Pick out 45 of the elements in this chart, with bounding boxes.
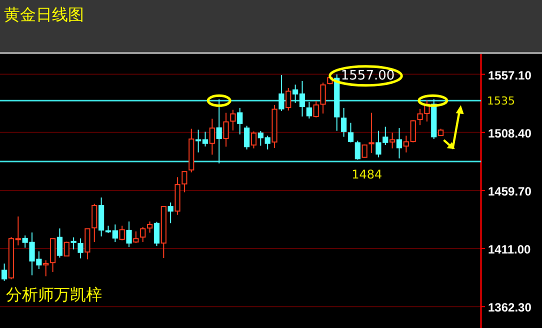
- y-tick-label: 1362.30: [488, 300, 532, 315]
- annotation: 1557.00: [340, 68, 395, 84]
- candlestick: [154, 221, 160, 247]
- candlestick: [250, 130, 257, 149]
- candlestick: [390, 132, 396, 149]
- candlestick: [140, 226, 146, 242]
- candlestick: [244, 125, 250, 150]
- annotation: 分析师万凯梓: [6, 285, 102, 304]
- candlestick: [119, 225, 125, 241]
- candlestick: [64, 241, 70, 256]
- candlestick: [43, 260, 49, 277]
- candlestick: [56, 228, 63, 258]
- candlestick: [223, 112, 229, 148]
- y-tick-label: 1459.70: [488, 184, 532, 198]
- candlestick: [362, 144, 368, 158]
- candlestick: [313, 100, 319, 118]
- candlestick: [133, 230, 139, 244]
- candlestick: [78, 238, 84, 259]
- candlestick: [348, 122, 354, 143]
- y-tick-label: 1508.40: [488, 126, 532, 140]
- ref-line-label: 1535: [487, 94, 515, 108]
- candlestick: [341, 107, 347, 138]
- candlestick: [396, 128, 402, 159]
- candlestick: [1, 263, 8, 282]
- candlestick: [84, 228, 90, 260]
- candlestick: [278, 74, 284, 112]
- y-tick-label: 1557.10: [488, 68, 532, 82]
- candlestick: [126, 220, 132, 248]
- candlestick: [216, 98, 222, 164]
- candlestick: [50, 238, 56, 272]
- candlestick: [209, 118, 215, 156]
- chart-title: 黄金日线图: [4, 5, 84, 24]
- candlestick: [92, 203, 98, 242]
- candlestick: [354, 140, 360, 160]
- candlestick: [70, 236, 76, 250]
- candlestick: [230, 109, 236, 131]
- candlestick: [168, 202, 174, 224]
- y-tick-label: 1411.00: [488, 242, 532, 257]
- annotation: 1484: [352, 167, 382, 182]
- candlestick: [368, 112, 374, 154]
- candlestick: [306, 101, 312, 120]
- candlestick: [286, 87, 292, 112]
- candlestick: [320, 82, 326, 114]
- candlestick: [237, 107, 243, 135]
- candlestick: [147, 220, 153, 234]
